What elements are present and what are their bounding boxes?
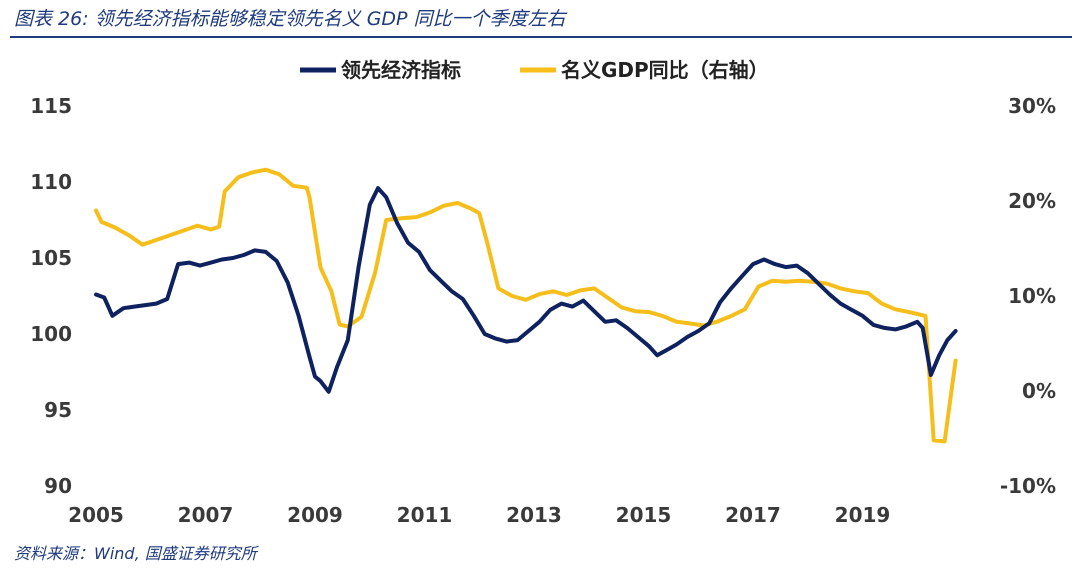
series-line-1 (94, 186, 958, 394)
x-tick-label: 2005 (68, 503, 124, 527)
title-divider (10, 36, 1072, 38)
legend-label-series-1: 领先经济指标 (341, 58, 461, 82)
x-tick-label: 2019 (835, 503, 891, 527)
y-right-tick-label: 0% (1022, 379, 1056, 403)
y-right-tick-label: 30% (1008, 94, 1056, 118)
x-tick-label: 2015 (616, 503, 672, 527)
y-right-tick-label: -10% (1000, 474, 1056, 498)
y-left-tick-label: 95 (44, 398, 72, 422)
chart-axes: 90 95 100 105 110 115 -10% 0% 10% 20% 30% 2005 2007 2… (30, 94, 1056, 527)
y-left-tick-label: 90 (44, 474, 72, 498)
y-right-tick-label: 10% (1008, 284, 1056, 308)
chart-legend: 领先经济指标 名义GDP同比（右轴） (300, 58, 769, 82)
source-note: 资料来源：Wind, 国盛证券研究所 (14, 544, 257, 563)
y-right-tick-label: 20% (1008, 189, 1056, 213)
y-left-tick-label: 105 (30, 246, 72, 270)
y-left-tick-label: 100 (30, 322, 72, 346)
x-tick-label: 2007 (178, 503, 234, 527)
x-tick-label: 2017 (725, 503, 781, 527)
y-left-tick-label: 110 (30, 170, 72, 194)
chart-title: 图表 26: 领先经济指标能够稳定领先名义 GDP 同比一个季度左右 (14, 8, 566, 30)
chart-series (94, 167, 958, 444)
legend-label-series-2: 名义GDP同比（右轴） (561, 58, 769, 82)
x-tick-label: 2013 (506, 503, 562, 527)
x-tick-label: 2011 (397, 503, 453, 527)
y-left-tick-label: 115 (30, 94, 72, 118)
x-tick-label: 2009 (287, 503, 343, 527)
series-line-2 (94, 167, 958, 444)
